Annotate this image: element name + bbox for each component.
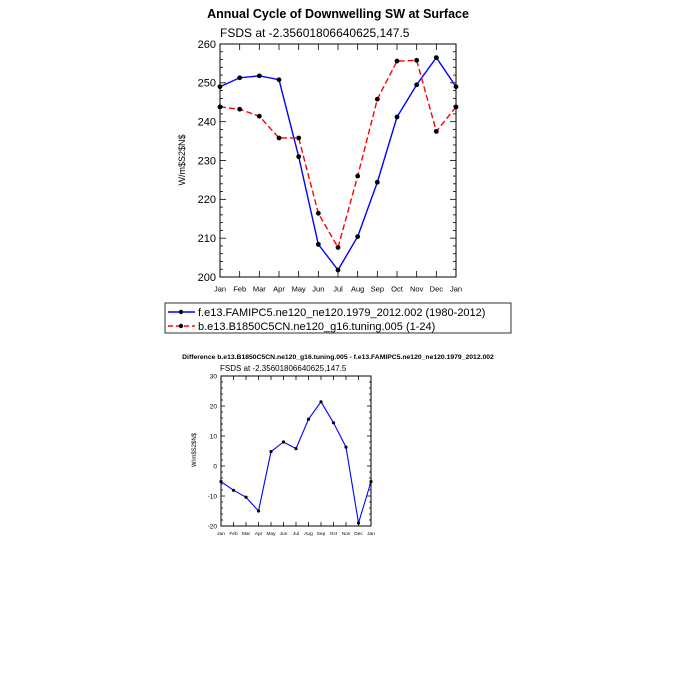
chart2-xtick-label: Jun <box>280 531 288 537</box>
chart1-xtick-label: Dec <box>430 284 444 293</box>
chart1-ytick-label: 200 <box>198 272 216 284</box>
chart1-xtick-label: Jan <box>214 284 226 293</box>
chart1-series2-point <box>335 245 341 250</box>
legend2-label: b.e13.B1850C5CN.ne120_g16.tuning.005 (1-… <box>198 321 435 333</box>
chart1-series1-point <box>237 75 243 81</box>
chart1-series2-point <box>315 210 321 216</box>
chart2-series1-point <box>269 450 273 454</box>
chart2-series1-point <box>244 495 248 499</box>
chart1-series1-point <box>217 84 223 90</box>
chart2-xtick-label: Mar <box>242 531 251 537</box>
chart2-ytick-label: 30 <box>210 373 218 380</box>
chart1-ytick-label: 260 <box>198 39 216 51</box>
chart1-series2-point <box>453 104 459 110</box>
chart1-ylabel: W/m$S2$N$ <box>177 134 187 185</box>
chart2-series1-point <box>294 447 298 451</box>
chart2-series1-point <box>331 421 336 425</box>
chart1-xtick-label: Sep <box>371 284 384 293</box>
chart2-series1-point <box>231 488 236 492</box>
chart1-xtick-label: Jul <box>333 284 343 293</box>
chart1-series1-point <box>414 82 420 88</box>
chart1-series1-point <box>433 55 439 60</box>
chart1-ytick-label: 250 <box>198 78 216 90</box>
chart1-series1-point <box>276 77 282 83</box>
chart2-series1-point <box>306 417 311 421</box>
chart1-series1-point <box>335 267 341 273</box>
chart1-xtick-label: Mar <box>253 284 266 293</box>
chart1-xtick-label: Apr <box>273 284 285 293</box>
chart2-ytick-label: 10 <box>210 433 218 440</box>
chart2-xtick-label: Dec <box>354 531 363 537</box>
chart2-series1-point <box>344 445 348 449</box>
chart2-xtick-label: Jul <box>293 531 299 537</box>
chart2-xtick-label: Feb <box>229 531 238 537</box>
legend2-swatch-marker <box>178 323 184 329</box>
chart2-xtick-label: Sep <box>317 531 326 537</box>
chart1-xtick-label: Feb <box>233 284 246 293</box>
chart2-title: Difference b.e13.B1850C5CN.ne120_g16.tun… <box>182 354 494 361</box>
chart1-subtitle: FSDS at -2.35601806640625,147.5 <box>220 26 410 40</box>
chart1-series2-point <box>237 106 243 112</box>
chart1-series2-point <box>414 57 420 63</box>
chart2-ytick-label: 0 <box>213 463 217 470</box>
chart1-series1-line <box>219 56 457 272</box>
chart2-xtick-label: Apr <box>255 531 263 537</box>
chart1-series1-point <box>355 234 361 240</box>
chart2-subtitle: FSDS at -2.35601806640625,147.5 <box>220 364 347 373</box>
chart1-ytick-label: 230 <box>198 155 216 167</box>
chart1-series2-point <box>296 135 302 141</box>
chart1-xtick-label: Nov <box>410 284 424 293</box>
chart2-xtick-label: Aug <box>304 531 313 537</box>
chart2-ytick-label: -20 <box>208 523 218 530</box>
chart2-ylabel: W/m$S2$N$ <box>192 432 198 467</box>
chart1-series2-point <box>217 104 223 110</box>
chart1-xtick-label: Oct <box>391 284 404 293</box>
chart1-ytick-label: 220 <box>198 194 216 206</box>
chart1-ytick-label: 240 <box>198 117 216 129</box>
chart1-series2-point <box>374 96 380 102</box>
chart2-xtick-label: Jan <box>217 531 225 537</box>
chart2-plot-frame <box>220 375 372 527</box>
chart1-ytick-label: 210 <box>198 233 216 245</box>
chart1-series2-point <box>394 58 400 64</box>
chart1-legend: f.e13.FAMIPC5.ne120_ne120.1979_2012.002 … <box>164 302 512 334</box>
chart2-series1-point <box>281 440 286 444</box>
chart2-xtick-label: Oct <box>330 531 338 537</box>
chart1-series1-point <box>315 241 321 247</box>
chart1-series2-point <box>355 173 361 179</box>
chart2-ytick-label: -10 <box>208 493 218 500</box>
chart2-ytick-label: 20 <box>210 403 218 410</box>
chart1-series1-point <box>256 73 262 79</box>
chart1-series1-point <box>453 84 459 90</box>
legend1-swatch-marker <box>178 309 184 315</box>
chart1-series2-point <box>433 128 439 134</box>
chart1-series2-point <box>276 135 282 141</box>
chart1-series1-point <box>296 154 302 160</box>
chart2-series1-point <box>356 521 361 525</box>
chart2-xtick-label: May <box>266 531 276 537</box>
chart1-xtick-label: Jan <box>450 284 462 293</box>
chart1-series2-point <box>256 113 262 119</box>
chart2-xtick-label: Jan <box>367 531 375 537</box>
chart1-series2-line <box>219 59 457 250</box>
chart2-xtick-label: Nov <box>342 531 351 537</box>
chart1-series1-point <box>394 114 400 120</box>
chart2-series1-point <box>256 509 261 513</box>
chart2-series1-point <box>319 400 323 404</box>
chart2-series1-point <box>369 480 373 484</box>
chart1-xtick-label: Aug <box>351 284 364 293</box>
chart1-title: Annual Cycle of Downwelling SW at Surfac… <box>207 7 469 21</box>
legend1-label: f.e13.FAMIPC5.ne120_ne120.1979_2012.002 … <box>198 307 485 319</box>
chart2-series1-point <box>219 480 223 484</box>
chart1-series1-point <box>374 179 380 185</box>
chart1-xtick-label: May <box>292 284 306 293</box>
chart1-xtick-label: Jun <box>312 284 324 293</box>
chart2-series1-line <box>220 400 372 524</box>
